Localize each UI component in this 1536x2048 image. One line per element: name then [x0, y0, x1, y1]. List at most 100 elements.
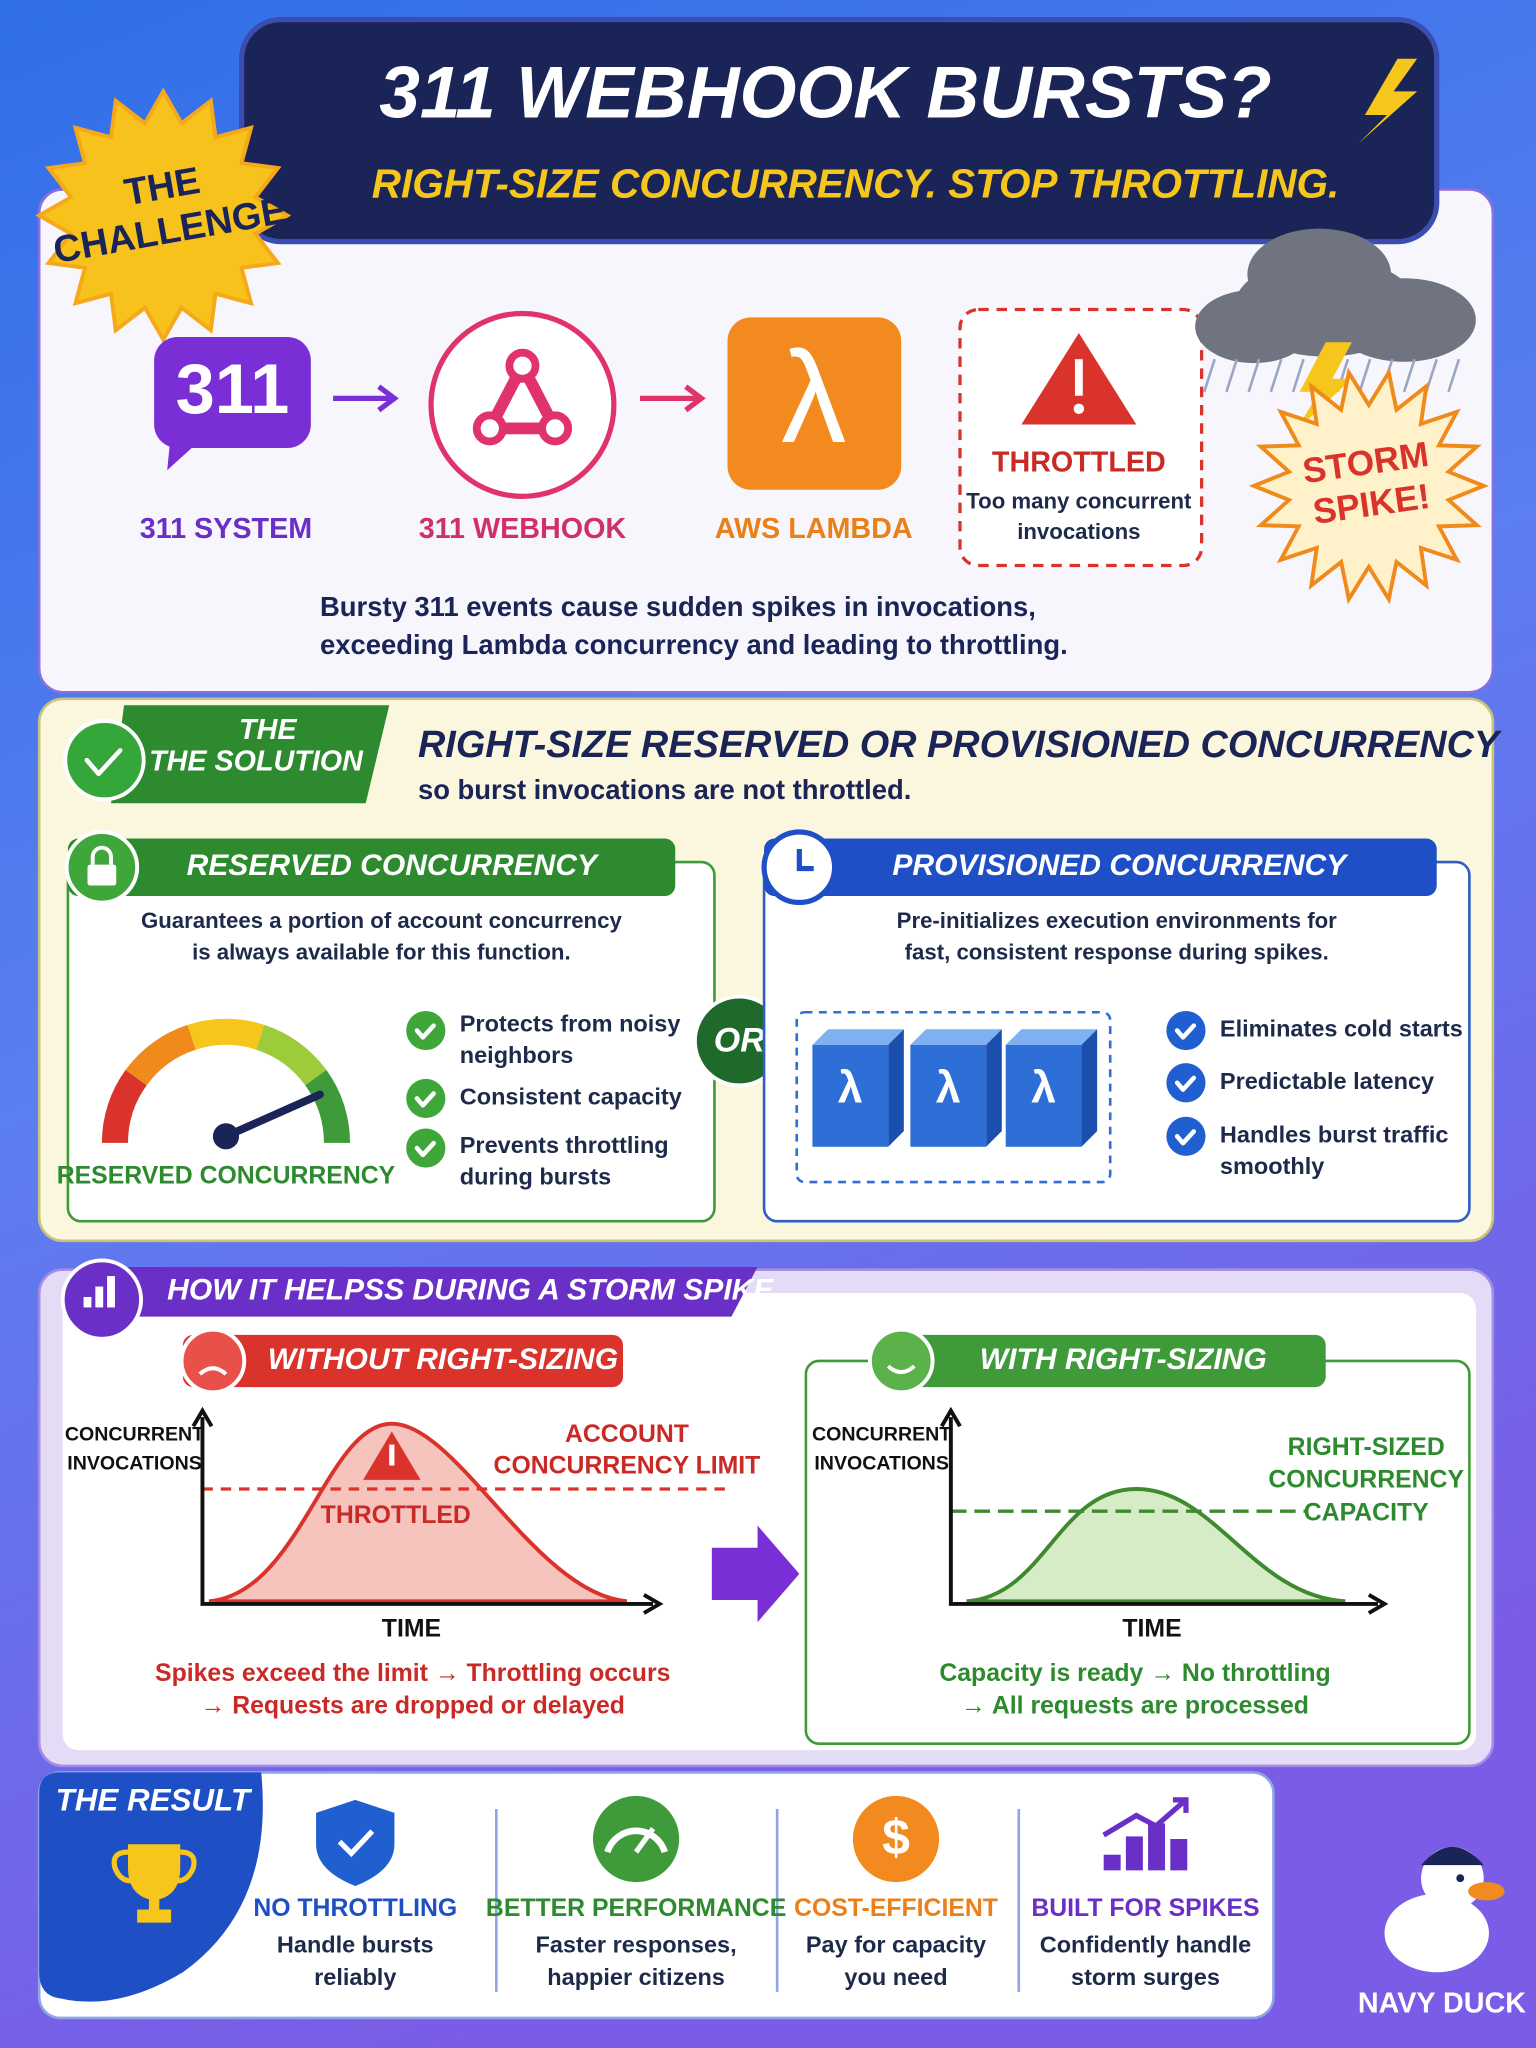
without-title: WITHOUT RIGHT-SIZING: [268, 1343, 618, 1376]
chart-icon-bar: [107, 1276, 115, 1308]
chart-icon-bar: [83, 1296, 92, 1308]
without-pill: [182, 1334, 624, 1388]
without-caption: Spikes exceed the limit → Throttling occ…: [155, 1660, 670, 1687]
clock-hands: [796, 848, 814, 872]
system-icon: [154, 336, 311, 448]
capacity-label: CAPACITY: [1304, 1499, 1429, 1526]
reserved-bullet: Protects from noisy: [460, 1011, 681, 1037]
y-axis-label: INVOCATIONS: [67, 1452, 202, 1474]
x-axis-label: TIME: [382, 1616, 441, 1643]
cube-icon: λ: [1031, 1063, 1056, 1112]
result-item-title: NO THROTTLING: [253, 1895, 457, 1922]
spikes-icon-bar: [1170, 1839, 1188, 1871]
performance-icon: [592, 1795, 680, 1883]
axes: [200, 1417, 654, 1606]
without-area: [208, 1421, 628, 1604]
gauge-needle: [222, 1090, 324, 1141]
result-item-text: storm surges: [1071, 1964, 1220, 1990]
reserved-title: RESERVED CONCURRENCY: [187, 849, 600, 882]
duck-eye: [1456, 1874, 1465, 1883]
storm-header: [78, 1266, 758, 1317]
without-caption: → Requests are dropped or delayed: [201, 1693, 625, 1720]
gauge-label: RESERVED CONCURRENCY: [57, 1162, 396, 1189]
gauge-hub: [212, 1123, 240, 1150]
gauge-segment: [304, 1069, 351, 1144]
challenge-description: Bursty 311 events cause sudden spikes in…: [320, 591, 1036, 622]
throttled-title: THROTTLED: [992, 446, 1166, 478]
reserved-bullet: neighbors: [460, 1042, 574, 1068]
lightning: [1295, 342, 1352, 432]
rain: [1203, 358, 1216, 393]
check-mark: [1174, 1075, 1197, 1092]
cube-side: [986, 1029, 1002, 1147]
check-mark: [1174, 1023, 1197, 1040]
warning-dot: [1073, 403, 1085, 415]
check-icon: [1166, 1063, 1206, 1103]
check-icon: [406, 1078, 446, 1119]
result-item-text: Pay for capacity: [806, 1931, 986, 1957]
cube-group-box: [795, 1010, 1112, 1184]
solution-badge-text: THE: [239, 714, 297, 746]
brand: NAVY DUCK: [1358, 1987, 1526, 2019]
spikes-icon-bar: [1103, 1854, 1121, 1871]
reserved-text: is always available for this function.: [192, 939, 571, 964]
check-mark: [414, 1091, 436, 1108]
result-item-text: you need: [844, 1964, 947, 1990]
solution-subheading: so burst invocations are not throttled.: [418, 774, 911, 805]
gauge-segment: [125, 1024, 197, 1086]
webhook-label: 311 WEBHOOK: [419, 513, 627, 545]
system-icon-text: 311: [176, 349, 290, 428]
check-icon: [65, 720, 144, 800]
trophy-handles: [111, 1849, 197, 1884]
capacity-label: CONCURRENCY: [1268, 1467, 1464, 1494]
trophy-stem: [148, 1899, 160, 1913]
rain: [1447, 358, 1461, 393]
chart-icon-bar: [95, 1286, 104, 1308]
happy-mouth: [886, 1364, 916, 1375]
limit-label: ACCOUNT: [565, 1421, 689, 1448]
system-tail: [167, 444, 196, 471]
lambda-label: AWS LAMBDA: [715, 513, 913, 545]
limit-label: CONCURRENCY LIMIT: [494, 1452, 761, 1479]
rain: [1402, 358, 1416, 393]
lock-body: [87, 864, 117, 886]
with-area: [966, 1487, 1346, 1604]
check-icon: [406, 1010, 446, 1051]
trophy-cup: [128, 1844, 181, 1901]
check-mark: [1174, 1129, 1197, 1146]
trophy-base: [137, 1909, 172, 1923]
gauge-segment: [255, 1024, 327, 1086]
solution-heading: RIGHT-SIZE RESERVED OR PROVISIONED CONCU…: [418, 724, 1503, 766]
cube-icon: λ: [838, 1063, 863, 1112]
capacity-label: RIGHT-SIZED: [1288, 1434, 1445, 1461]
solution-badge: [111, 705, 390, 804]
reserved-text: Guarantees a portion of account concurre…: [141, 908, 622, 933]
spikes-icon-bar: [1125, 1836, 1143, 1871]
check-mark: [414, 1023, 436, 1040]
webhook-node: [538, 411, 573, 446]
webhook-node: [472, 411, 507, 446]
cube-top: [910, 1029, 1002, 1045]
duck-body: [1384, 1893, 1489, 1973]
result-item-text: happier citizens: [547, 1964, 725, 1990]
throttled-label: THROTTLED: [321, 1502, 471, 1529]
lambda-icon: [727, 317, 902, 490]
lock-shackle: [90, 845, 113, 865]
storm-title: HOW IT HELPSS DURING A STORM SPIKE: [167, 1274, 774, 1307]
happy-face: [867, 1327, 935, 1395]
solution-badge-text: THE SOLUTION: [149, 745, 364, 777]
spikes-icon-bar: [1148, 1823, 1166, 1871]
gauge-segment: [101, 1069, 147, 1144]
axes: [948, 1417, 1378, 1606]
cube-side: [888, 1029, 904, 1147]
subtitle: RIGHT-SIZE CONCURRENCY. STOP THROTTLING.: [372, 160, 1340, 206]
y-axis-label: INVOCATIONS: [814, 1452, 949, 1474]
sad-mouth: [198, 1366, 228, 1376]
webhook-glyph: [483, 359, 561, 435]
sad-face: [179, 1327, 247, 1395]
webhook-icon: [428, 310, 617, 499]
provisioned-text: Pre-initializes execution environments f…: [897, 908, 1338, 933]
result-item-title: BUILT FOR SPIKES: [1031, 1895, 1259, 1922]
performance-dial: [604, 1827, 668, 1854]
